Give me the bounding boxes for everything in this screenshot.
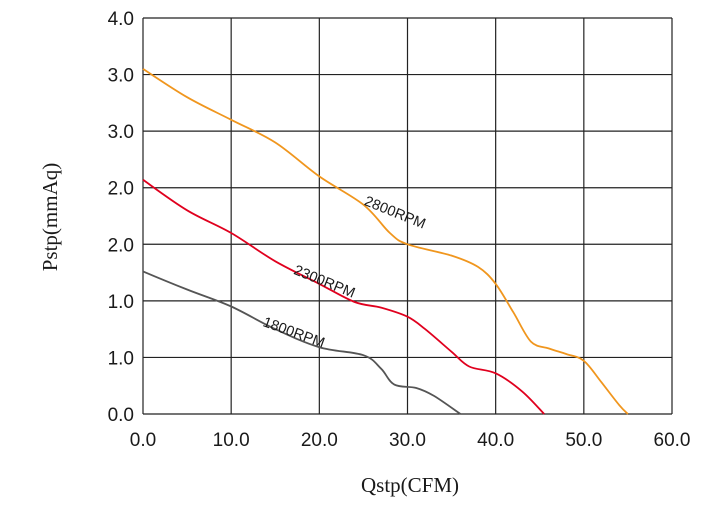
chart-grid [142, 17, 673, 415]
y-axis-ticks: 0.0 1.0 1.0 2.0 2.0 3.0 3.0 4.0 [108, 9, 134, 426]
y-tick-label: 2.0 [108, 179, 134, 200]
y-tick-label: 3.0 [108, 122, 134, 143]
series-label-2300rpm: 2300RPM [291, 263, 357, 302]
y-tick-label: 1.0 [108, 348, 134, 369]
x-tick-label: 40.0 [477, 430, 514, 451]
series-line-2800rpm [142, 68, 629, 415]
series-line-2300rpm [142, 179, 545, 415]
y-tick-label: 3.0 [108, 66, 134, 87]
x-tick-label: 50.0 [565, 430, 602, 451]
x-tick-label: 10.0 [213, 430, 250, 451]
series-line-1800rpm [142, 270, 461, 415]
chart-series [142, 68, 629, 415]
y-tick-label: 4.0 [108, 9, 134, 30]
x-tick-label: 20.0 [301, 430, 338, 451]
series-label-1800rpm: 1800RPM [261, 314, 327, 351]
y-axis-title: Pstp(mmAq) [38, 163, 62, 272]
y-tick-label: 2.0 [108, 235, 134, 256]
y-tick-label: 1.0 [108, 292, 134, 313]
y-tick-label: 0.0 [108, 405, 134, 426]
x-tick-label: 0.0 [130, 430, 156, 451]
x-tick-label: 30.0 [389, 430, 426, 451]
x-axis-ticks: 0.0 10.0 20.0 30.0 40.0 50.0 60.0 [130, 430, 691, 451]
x-axis-title: Qstp(CFM) [361, 473, 459, 497]
x-tick-label: 60.0 [654, 430, 691, 451]
